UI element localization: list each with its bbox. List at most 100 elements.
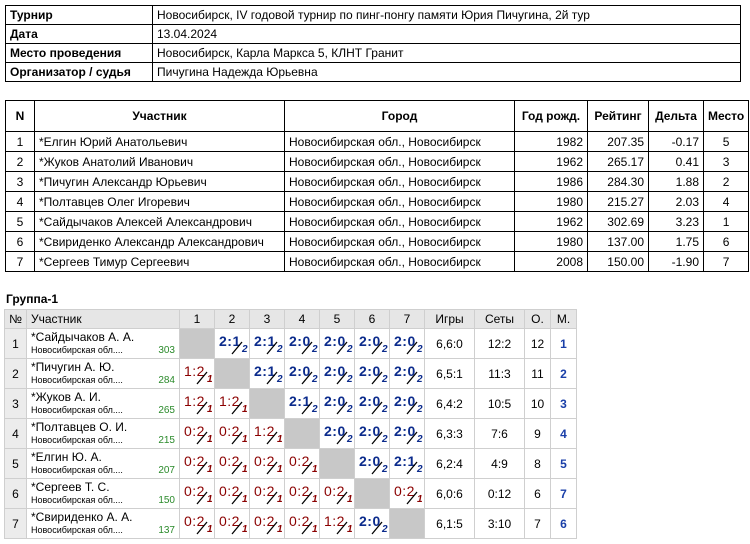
participant-delta: 0.41 [648,151,704,172]
group-player-name: *Свириденко А. А. [31,510,133,524]
match-score: 0:2 [324,483,345,499]
participant-number: 5 [5,211,35,232]
col-participant-header: Участник [34,100,285,132]
participant-number: 6 [5,231,35,252]
match-result-cell: 2:0 2 [319,328,355,359]
participant-rating: 207.35 [587,131,649,152]
match-points: 1 [277,434,283,445]
participant-number: 2 [5,151,35,172]
participant-delta: 1.75 [648,231,704,252]
info-key: Место проведения [5,43,153,63]
participant-city: Новосибирская обл., Новосибирск [284,131,515,152]
group-player-meta: Новосибирская обл.... 265 [31,404,175,417]
match-points: 1 [312,464,318,475]
group-place: 5 [550,448,577,479]
match-result-cell: 2:1 2 [249,358,285,389]
match-result-cell: 0:2 1 [249,448,285,479]
score-slash [336,371,348,385]
match-points: 1 [242,404,248,415]
diagonal-cell [179,328,215,359]
participant-city: Новосибирская обл., Новосибирск [284,151,515,172]
group-col-sets: Сеты [474,309,525,329]
match-score: 0:2 [219,423,240,439]
match-points: 2 [312,374,318,385]
match-score: 2:0 [289,333,311,349]
group-points: 8 [524,448,551,479]
match-score: 0:2 [184,483,205,499]
group-player-city: Новосибирская обл.... [31,465,123,475]
match-score: 0:2 [184,513,205,529]
group-sets: 12:2 [474,328,525,359]
score-slash [266,521,278,535]
match-score: 1:2 [324,513,345,529]
score-slash [231,431,243,445]
group-col-num: № [4,309,27,329]
group-games: 6,4:2 [424,388,475,419]
match-score: 2:0 [324,333,346,349]
group-player-city: Новосибирская обл.... [31,345,123,355]
group-col-3: 3 [249,309,285,329]
score-slash [301,491,313,505]
group-col-7: 7 [389,309,425,329]
match-result-cell: 2:0 2 [284,328,320,359]
group-player-rating: 150 [158,495,175,506]
group-player-name: *Пичугин А. Ю. [31,360,115,374]
participant-delta: 1.88 [648,171,704,192]
score-slash [406,401,418,415]
match-points: 1 [242,494,248,505]
match-points: 2 [382,344,388,355]
match-result-cell: 2:0 2 [354,358,390,389]
match-score: 2:1 [254,363,276,379]
match-result-cell: 0:2 1 [284,448,320,479]
group-col-4: 4 [284,309,320,329]
match-points: 1 [207,434,213,445]
group-place: 4 [550,418,577,449]
group-col-player: Участник [26,309,180,329]
col-delta-header: Дельта [648,100,704,132]
match-score: 0:2 [289,483,310,499]
info-value: Новосибирск, Карла Маркса 5, КЛНТ Гранит [152,43,741,63]
match-points: 2 [242,344,248,355]
info-row: Турнир Новосибирск, IV годовой турнир по … [5,5,741,25]
score-slash [406,491,418,505]
score-slash [196,431,208,445]
score-slash [336,401,348,415]
group-place: 2 [550,358,577,389]
participant-city: Новосибирская обл., Новосибирск [284,191,515,212]
col-city-header: Город [284,100,515,132]
group-player-cell: *Жуков А. И. Новосибирская обл.... 265 [26,388,180,419]
group-games: 6,0:6 [424,478,475,509]
participant-delta: 2.03 [648,191,704,212]
group-player-cell: *Свириденко А. А. Новосибирская обл.... 13… [26,508,180,539]
diagonal-cell [319,448,355,479]
group-games: 6,6:0 [424,328,475,359]
participant-number: 1 [5,131,35,152]
group-points: 6 [524,478,551,509]
participant-name: *Елгин Юрий Анатольевич [34,131,285,152]
match-result-cell: 2:0 2 [354,388,390,419]
score-slash [371,401,383,415]
match-score: 2:0 [359,453,381,469]
participant-delta: 3.23 [648,211,704,232]
info-value: 13.04.2024 [152,24,741,44]
score-slash [371,461,383,475]
group-player-cell: *Пичугин А. Ю. Новосибирская обл.... 284 [26,358,180,389]
group-player-city: Новосибирская обл.... [31,405,123,415]
match-score: 2:0 [394,333,416,349]
col-n-header: N [5,100,35,132]
group-sets: 11:3 [474,358,525,389]
match-result-cell: 2:0 2 [389,388,425,419]
group-player-city: Новосибирская обл.... [31,435,123,445]
participant-birth-year: 1962 [514,151,588,172]
match-result-cell: 0:2 1 [179,508,215,539]
match-result-cell: 1:2 1 [179,358,215,389]
match-points: 1 [277,524,283,535]
match-result-cell: 1:2 1 [319,508,355,539]
info-key: Организатор / судья [5,62,153,82]
match-score: 0:2 [219,453,240,469]
group-place: 7 [550,478,577,509]
match-points: 1 [207,494,213,505]
match-points: 2 [417,434,423,445]
match-score: 2:1 [394,453,416,469]
table-row: 2 *Жуков Анатолий Иванович Новосибирская о… [5,151,750,172]
